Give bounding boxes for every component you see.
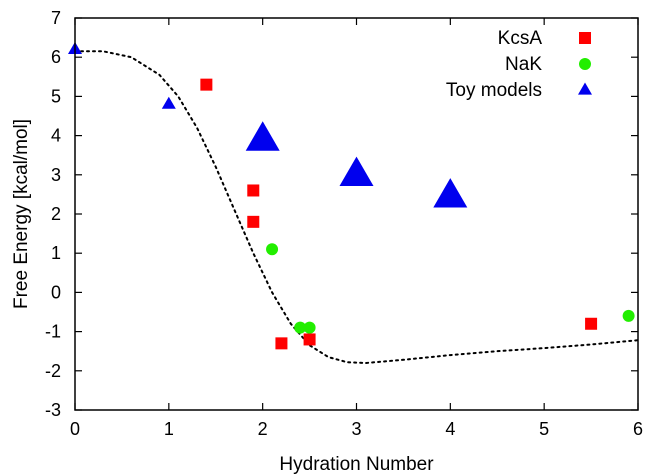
toy-models-point: [162, 97, 176, 109]
y-tick-label: -2: [45, 361, 61, 381]
y-tick-label: 2: [51, 204, 61, 224]
y-tick-label: -1: [45, 322, 61, 342]
y-tick-label: 6: [51, 47, 61, 67]
x-axis-title: Hydration Number: [279, 454, 434, 474]
fit-curve: [75, 51, 638, 363]
y-axis-title: Free Energy [kcal/mol]: [11, 119, 32, 309]
toy-models-point: [340, 157, 374, 186]
kcsa-point: [304, 333, 316, 345]
kcsa-point: [275, 337, 287, 349]
x-tick-label: 0: [70, 419, 80, 439]
legend-label: KcsA: [498, 28, 543, 49]
toy-models-point: [246, 121, 280, 150]
legend-marker: [578, 83, 592, 95]
y-tick-label: 5: [51, 86, 61, 106]
x-tick-label: 4: [445, 419, 455, 439]
legend-marker: [579, 58, 591, 70]
data-points-layer: [68, 42, 635, 349]
legend: KcsA NaK Toy models: [446, 28, 592, 101]
x-tick-label: 1: [164, 419, 174, 439]
y-tick-label: 3: [51, 165, 61, 185]
toy-models-point: [433, 178, 467, 207]
kcsa-point: [200, 79, 212, 91]
y-tick-label: 1: [51, 243, 61, 263]
x-tick-labels: 0 1 2 3 4 5 6: [70, 419, 643, 439]
nak-point: [266, 243, 278, 255]
x-tick-label: 3: [351, 419, 361, 439]
kcsa-point: [247, 184, 259, 196]
kcsa-point: [247, 216, 259, 228]
x-tick-label: 2: [258, 419, 268, 439]
x-tick-label: 6: [633, 419, 643, 439]
fit-curve-layer: [75, 51, 638, 363]
legend-marker: [579, 32, 591, 44]
y-tick-label: -3: [45, 400, 61, 420]
nak-point: [623, 310, 635, 322]
y-tick-labels: -3 -2 -1 0 1 2 3 4 5 6 7: [45, 8, 61, 420]
y-tick-label: 7: [51, 8, 61, 28]
legend-label: Toy models: [446, 80, 542, 101]
y-tick-label: 4: [51, 126, 61, 146]
axis-ticks: [75, 18, 638, 410]
y-tick-label: 0: [51, 282, 61, 302]
legend-label: NaK: [505, 54, 542, 75]
kcsa-point: [585, 318, 597, 330]
x-tick-label: 5: [539, 419, 549, 439]
nak-point: [304, 322, 316, 334]
plot-frame: [75, 18, 638, 410]
